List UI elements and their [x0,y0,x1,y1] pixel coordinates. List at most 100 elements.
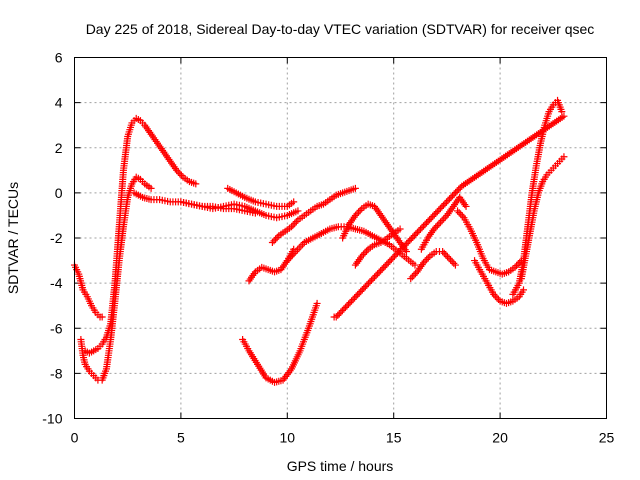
y-axis-label: SDTVAR / TECUs [5,182,21,294]
data-point [378,265,386,273]
data-point [429,212,437,220]
data-point [360,284,368,292]
data-point [424,217,432,225]
series-arc-14 [417,193,470,253]
data-point [396,225,404,233]
data-point [447,256,455,264]
data-point [455,209,463,217]
data-point [173,166,181,174]
x-tick-label: 10 [280,430,296,446]
data-point [395,248,403,256]
data-point [403,240,411,248]
data-point [560,153,568,161]
data-point [436,204,444,212]
data-point [450,190,458,198]
data-point [455,185,463,193]
data-point [288,223,296,231]
data-point [361,249,369,257]
data-point [443,253,451,261]
series-arc-1 [71,261,106,321]
data-point [392,251,400,259]
data-point [423,219,431,227]
series-arc-16 [471,257,528,307]
data-point [390,252,398,260]
data-point [439,201,447,209]
data-point [338,307,346,315]
data-point [438,203,446,211]
data-point [367,276,375,284]
data-point [397,246,405,254]
data-point [147,184,155,192]
data-point [450,259,458,267]
data-point [452,188,460,196]
data-point [433,208,441,216]
series-arc-7 [239,299,321,386]
data-point [351,211,359,219]
data-point [341,303,349,311]
data-point [415,227,423,235]
data-point [377,267,385,275]
data-point [511,263,519,271]
data-point [411,261,419,269]
data-point [340,305,348,313]
data-point [447,193,455,201]
data-point [174,168,182,176]
x-tick-label: 20 [492,430,508,446]
y-tick-label: 6 [55,50,63,66]
data-point [386,257,394,265]
data-point [177,171,185,179]
data-point [442,198,450,206]
data-point [451,261,459,269]
data-point [410,232,418,240]
data-point [270,237,278,245]
data-point [439,248,447,256]
data-point [416,225,424,233]
data-point [337,308,345,316]
series-arc-3 [81,114,200,357]
data-point [490,290,498,298]
y-tick-label: -10 [42,411,62,427]
data-point [406,236,414,244]
data-point [361,283,369,291]
series-arc-17 [509,96,566,298]
data-point [444,196,452,204]
data-point [442,251,450,259]
data-point [435,206,443,214]
data-point [495,295,503,303]
data-point [383,260,391,268]
data-point [440,215,448,223]
data-point [355,289,363,297]
data-point [413,228,421,236]
data-point [356,206,364,214]
data-point [410,271,418,279]
data-point [427,214,435,222]
data-points [71,96,568,386]
data-point [520,286,528,294]
data-point [332,313,340,321]
data-point [435,220,443,228]
data-point [297,242,305,250]
data-point [351,184,359,192]
data-point [291,219,299,227]
data-point [355,208,363,216]
data-point [268,239,276,247]
data-point [371,273,379,281]
data-point [369,275,377,283]
data-point [430,225,438,233]
data-point [409,233,417,241]
data-point [348,297,356,305]
data-point [446,195,454,203]
data-point [438,217,446,225]
series-singles [330,112,568,321]
data-point [363,247,371,255]
data-point [430,211,438,219]
data-point [493,294,501,302]
data-point [513,262,521,270]
data-point [448,258,456,266]
data-point [560,112,568,120]
data-point [401,241,409,249]
data-point [358,286,366,294]
data-point [334,311,342,319]
data-point [294,207,302,215]
